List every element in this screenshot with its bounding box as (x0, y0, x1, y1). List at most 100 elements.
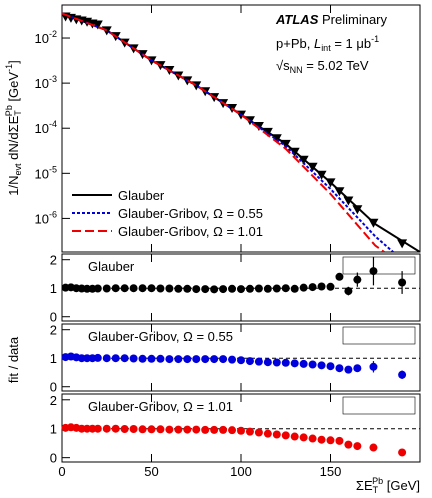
y-tick-label: 10-3 (35, 74, 57, 91)
data-point (93, 424, 102, 433)
data-point (102, 424, 111, 433)
data-point (219, 355, 228, 364)
data-point (228, 426, 237, 435)
data-point (138, 354, 147, 363)
data-point (201, 355, 210, 364)
data-point (228, 284, 237, 293)
panel-label: Glauber (88, 259, 135, 274)
data-point (281, 358, 290, 367)
data-point (147, 354, 156, 363)
x-axis-label: ΣETPb [GeV] (356, 476, 420, 495)
y-tick-label: 10-6 (35, 209, 57, 226)
data-point (263, 358, 272, 367)
data-point (129, 284, 138, 293)
data-point (93, 284, 102, 293)
data-point (174, 425, 183, 434)
data-point (353, 275, 362, 284)
data-point (308, 283, 317, 292)
data-point (335, 436, 344, 445)
y-tick-label: 2 (50, 323, 57, 338)
data-point (299, 283, 308, 292)
data-point (317, 435, 326, 444)
data-point (398, 448, 407, 457)
data-point (156, 354, 165, 363)
data-point (272, 358, 281, 367)
data-point (138, 425, 147, 434)
data-point (272, 430, 281, 439)
data-point (237, 356, 245, 365)
data-point (326, 282, 335, 291)
data-point (326, 362, 335, 371)
data-point (129, 425, 138, 434)
y-tick-label: 2 (50, 393, 57, 408)
data-point (369, 267, 378, 276)
data-point (120, 354, 129, 363)
data-point (183, 284, 192, 293)
panel-label: Glauber-Gribov, Ω = 0.55 (88, 329, 233, 344)
data-point (398, 370, 407, 379)
data-point (344, 440, 353, 449)
data-point (165, 355, 174, 364)
data-point (281, 284, 290, 293)
data-point (290, 359, 299, 368)
data-point (353, 442, 362, 451)
data-point (272, 284, 281, 293)
y-tick-label: 0 (50, 310, 57, 325)
data-point (111, 284, 120, 293)
fit-box (342, 396, 416, 415)
data-point (290, 284, 299, 293)
data-point (165, 284, 174, 293)
data-point (369, 362, 378, 371)
data-point (138, 284, 147, 293)
data-point (165, 425, 174, 434)
y-axis-label: 1/Nevt dN/dΣETPb [GeV-1] (4, 60, 23, 195)
data-point (352, 205, 363, 215)
data-point (183, 355, 192, 364)
data-point (237, 426, 245, 435)
y-tick-label: 1 (50, 351, 57, 366)
annotation: √sNN = 5.02 TeV (276, 58, 369, 75)
plot-area (62, 12, 420, 252)
data-point (254, 357, 263, 366)
data-point (111, 424, 120, 433)
data-point (254, 428, 263, 437)
y-tick-label: 1 (50, 281, 57, 296)
data-point (335, 272, 344, 281)
data-point (120, 284, 129, 293)
data-point (192, 355, 201, 364)
data-point (344, 287, 353, 296)
data-point (201, 425, 210, 434)
data-point (254, 284, 263, 293)
data-point (201, 285, 210, 294)
data-point (228, 355, 237, 364)
data-point (174, 284, 183, 293)
data-point (245, 284, 254, 293)
data-point (102, 354, 111, 363)
data-point (192, 285, 201, 294)
data-point (317, 361, 326, 370)
legend-label: Glauber-Gribov, Ω = 1.01 (118, 224, 263, 239)
data-point (237, 285, 245, 294)
y-tick-label: 0 (50, 451, 57, 466)
data-point (156, 425, 165, 434)
data-point (219, 285, 228, 294)
data-point (210, 285, 219, 294)
data-point (344, 365, 353, 374)
data-point (174, 355, 183, 364)
y-tick-label: 0 (50, 380, 57, 395)
panel-label: Glauber-Gribov, Ω = 1.01 (88, 399, 233, 414)
y-tick-label: 10-4 (35, 119, 57, 136)
data-point (210, 355, 219, 364)
data-point (120, 425, 129, 434)
y-axis-label: fit / data (6, 336, 21, 383)
y-tick-label: 2 (50, 253, 57, 268)
data-point (129, 354, 138, 363)
data-point (245, 357, 254, 366)
data-point (111, 354, 120, 363)
data-point (219, 425, 228, 434)
y-tick-label: 1 (50, 422, 57, 437)
data-point (156, 284, 165, 293)
x-tick-label: 150 (320, 464, 342, 479)
data-point (299, 433, 308, 442)
